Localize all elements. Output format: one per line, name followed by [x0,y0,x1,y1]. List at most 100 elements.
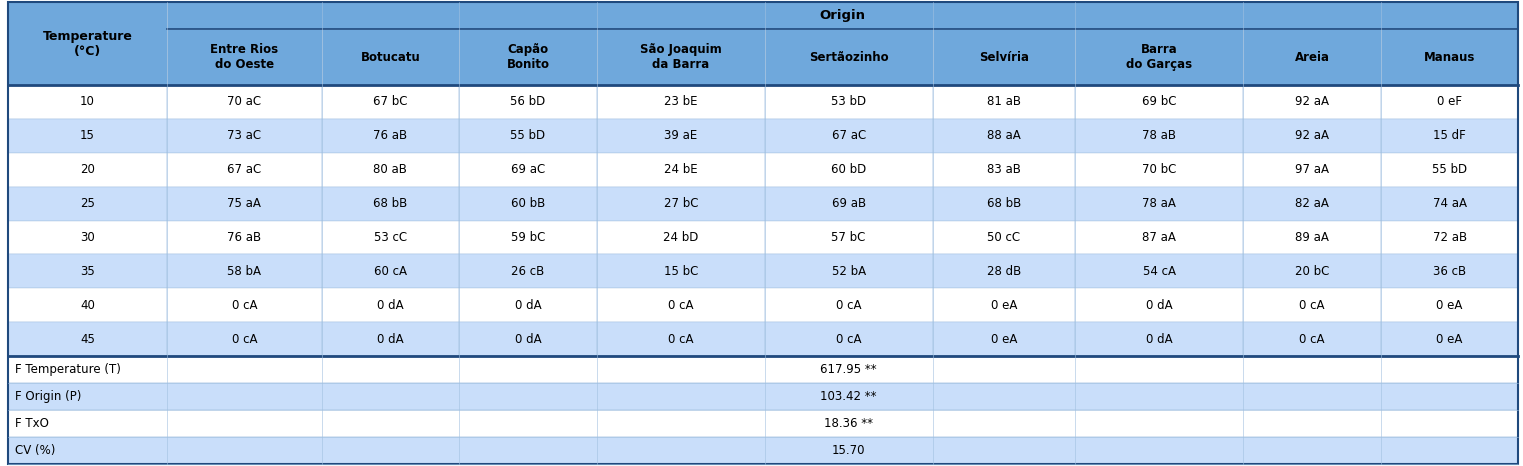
Bar [1243,153,1381,187]
Bar [8,119,168,153]
Bar [1075,254,1243,288]
Text: F TxO: F TxO [15,417,49,430]
Text: 0 dA: 0 dA [1145,333,1173,346]
Text: 24 bD: 24 bD [663,231,699,244]
Text: 0 cA: 0 cA [836,333,862,346]
Text: 0 cA: 0 cA [669,333,693,346]
Text: 57 bC: 57 bC [832,231,865,244]
Text: 58 bA: 58 bA [227,265,262,278]
Bar [1075,153,1243,187]
Bar [765,153,932,187]
Text: 68 bB: 68 bB [373,197,408,210]
Bar [321,288,458,322]
Bar [932,85,1075,119]
Text: São Joaquim
da Barra: São Joaquim da Barra [640,43,722,71]
Bar [1381,220,1518,254]
Text: 67 aC: 67 aC [832,130,865,142]
Text: Manaus: Manaus [1424,51,1476,63]
Bar [1381,322,1518,356]
Bar [1075,322,1243,356]
Text: 56 bD: 56 bD [510,96,545,109]
Text: 59 bC: 59 bC [510,231,545,244]
Text: 30: 30 [81,231,94,244]
Text: 53 bD: 53 bD [832,96,867,109]
Bar [1381,153,1518,187]
Bar [597,220,765,254]
Bar [932,288,1075,322]
Bar [8,85,168,119]
Text: 55 bD: 55 bD [510,130,545,142]
Text: CV (%): CV (%) [15,444,56,457]
Text: Selvíria: Selvíria [979,51,1030,63]
Bar [932,254,1075,288]
Text: 76 aB: 76 aB [373,130,408,142]
Bar [458,85,597,119]
Text: 27 bC: 27 bC [664,197,698,210]
Bar [321,153,458,187]
Text: 617.95 **: 617.95 ** [821,363,877,376]
Bar [1381,254,1518,288]
Text: 92 aA: 92 aA [1295,130,1330,142]
Bar [1381,119,1518,153]
Text: 15 bC: 15 bC [664,265,698,278]
Text: 82 aA: 82 aA [1295,197,1330,210]
Text: 45: 45 [79,333,94,346]
Bar [1381,29,1518,85]
Bar [321,322,458,356]
Text: 23 bE: 23 bE [664,96,698,109]
Text: 81 aB: 81 aB [987,96,1020,109]
Bar [168,29,321,85]
Bar [8,322,168,356]
Bar [8,383,1518,410]
Text: 67 aC: 67 aC [227,163,262,176]
Bar [1243,220,1381,254]
Text: 80 aB: 80 aB [373,163,407,176]
Bar [1075,29,1243,85]
Bar [458,288,597,322]
Text: 89 aA: 89 aA [1295,231,1330,244]
Text: Sertãozinho: Sertãozinho [809,51,888,63]
Text: 0 cA: 0 cA [1299,333,1325,346]
Text: Temperature
(°C): Temperature (°C) [43,30,133,58]
Bar [8,437,1518,464]
Bar [1243,85,1381,119]
Bar [1243,288,1381,322]
Bar [1381,85,1518,119]
Text: 0 eA: 0 eA [991,299,1017,312]
Bar [321,220,458,254]
Bar [168,153,321,187]
Text: 60 bD: 60 bD [832,163,867,176]
Bar [1075,288,1243,322]
Text: 70 aC: 70 aC [227,96,262,109]
Bar [597,288,765,322]
Bar [168,288,321,322]
Text: 69 aC: 69 aC [510,163,545,176]
Text: 0 eF: 0 eF [1438,96,1462,109]
Text: 0 dA: 0 dA [515,333,541,346]
Bar [1243,187,1381,220]
Bar [765,187,932,220]
Bar [1075,119,1243,153]
Text: 0 dA: 0 dA [378,299,404,312]
Text: 92 aA: 92 aA [1295,96,1330,109]
Bar [765,85,932,119]
Text: 0 cA: 0 cA [231,299,257,312]
Text: 75 aA: 75 aA [227,197,262,210]
Text: 68 bB: 68 bB [987,197,1020,210]
Bar [321,85,458,119]
Text: 53 cC: 53 cC [373,231,407,244]
Text: 50 cC: 50 cC [987,231,1020,244]
Bar [1381,288,1518,322]
Bar [458,153,597,187]
Bar [321,254,458,288]
Text: 0 cA: 0 cA [231,333,257,346]
Bar [597,187,765,220]
Text: 74 aA: 74 aA [1433,197,1467,210]
Bar [765,288,932,322]
Bar [1075,85,1243,119]
Bar [168,119,321,153]
Text: 28 dB: 28 dB [987,265,1020,278]
Bar [458,119,597,153]
Bar [321,119,458,153]
Bar [597,254,765,288]
